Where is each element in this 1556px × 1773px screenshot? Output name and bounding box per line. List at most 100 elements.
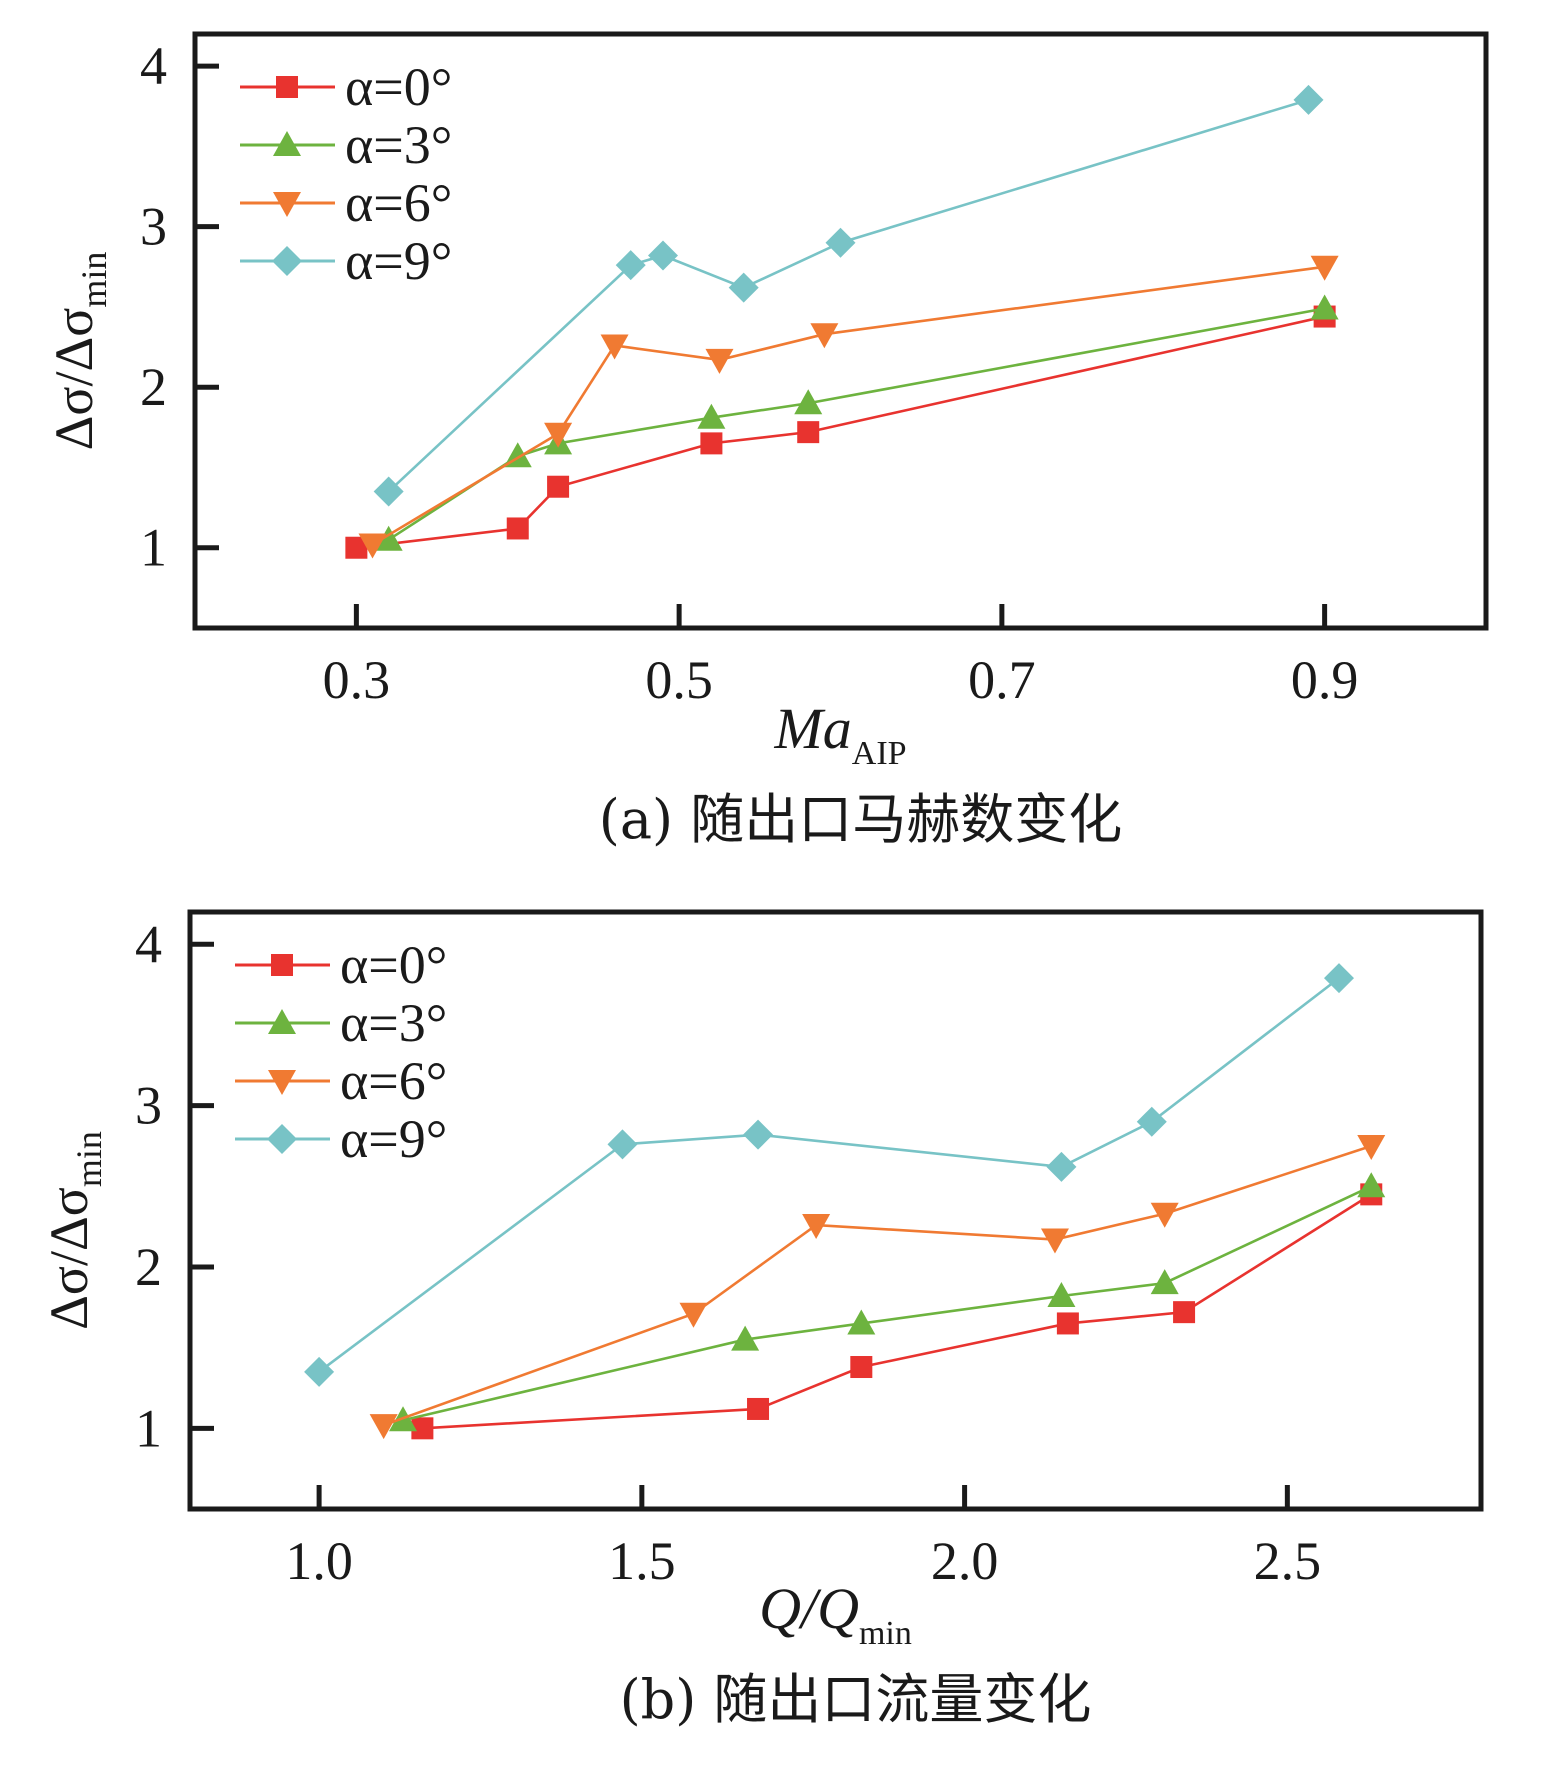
data-point-triangle-down	[705, 348, 734, 374]
y-axis-label: Δσ/Δσmin	[39, 1131, 109, 1330]
plot-frame	[192, 31, 1489, 631]
chart-a: 1 2 3 4 0.3 0.5 0.7 0.9 Δσ/Δσmin MaAIP (a) 随出口马赫数变…	[44, 31, 1489, 851]
x-axis-label-subscript: AIP	[852, 735, 907, 772]
x-axis-label-main: Ma	[773, 696, 851, 761]
y-tick-label: 1	[140, 518, 167, 578]
series-line	[387, 307, 1325, 541]
y-tick-label: 3	[140, 197, 167, 257]
data-point-square	[797, 421, 820, 444]
data-point-triangle-up	[1357, 1172, 1386, 1198]
chart-caption: (b) 随出口流量变化	[620, 1668, 1092, 1731]
x-tick-label: 2.0	[931, 1531, 999, 1591]
chart-caption: (a) 随出口马赫数变化	[599, 788, 1123, 851]
data-point-square	[700, 432, 723, 455]
series-line	[318, 977, 1340, 1373]
legend-entry: α=3°	[235, 993, 447, 1053]
data-point-square	[1173, 1301, 1196, 1324]
data-point-diamond	[1046, 1151, 1077, 1182]
data-point-diamond	[647, 240, 678, 271]
legend-label: α=0°	[345, 57, 452, 117]
data-point-triangle-down	[358, 533, 387, 559]
series-line	[383, 1144, 1372, 1427]
data-point-square	[850, 1356, 873, 1379]
y-axis-label-subscript: min	[74, 252, 114, 308]
data-point-triangle-down	[802, 1214, 831, 1240]
y-tick-label: 3	[135, 1076, 162, 1136]
legend-label: α=6°	[345, 173, 452, 233]
legend-marker-square	[276, 76, 298, 98]
y-axis-label: Δσ/Δσmin	[44, 252, 114, 451]
data-point-triangle-up	[1047, 1282, 1076, 1308]
x-axis-label-subscript: min	[859, 1615, 912, 1652]
y-tick-label: 2	[135, 1237, 162, 1297]
data-point-triangle-up	[374, 525, 403, 551]
data-point-square	[547, 475, 570, 498]
data-point-triangle-up	[1150, 1269, 1179, 1295]
data-point-square	[411, 1417, 434, 1440]
x-tick-label: 0.7	[968, 650, 1036, 710]
legend-label: α=9°	[345, 231, 452, 291]
y-tick-label: 1	[135, 1398, 162, 1458]
series-line	[422, 1193, 1372, 1430]
data-point-diamond	[825, 227, 856, 258]
data-point-diamond	[304, 1356, 335, 1387]
x-tick-label: 0.5	[645, 650, 713, 710]
series-triangle-up	[389, 1172, 1386, 1432]
series-diamond	[304, 963, 1354, 1387]
legend-marker-triangle-up	[273, 131, 301, 156]
data-point-triangle-up	[847, 1309, 876, 1335]
data-point-triangle-down	[369, 1414, 398, 1440]
series-triangle-down	[358, 255, 1339, 559]
series-line	[387, 98, 1309, 493]
data-point-diamond	[1136, 1106, 1167, 1137]
data-point-square	[345, 536, 368, 559]
series-square	[411, 1183, 1383, 1440]
x-axis-label: MaAIP	[773, 696, 906, 772]
legend-entry: α=0°	[240, 57, 452, 117]
x-tick-label: 0.3	[323, 650, 391, 710]
data-point-square	[747, 1397, 770, 1420]
data-point-triangle-down	[810, 323, 839, 349]
legend-marker-diamond	[267, 1124, 297, 1154]
data-point-triangle-up	[1310, 294, 1339, 320]
data-point-triangle-down	[679, 1302, 708, 1328]
data-point-diamond	[1293, 84, 1324, 115]
legend-label: α=6°	[340, 1051, 447, 1111]
y-tick-label: 2	[140, 357, 167, 417]
series-line	[356, 315, 1325, 550]
plot-frame	[187, 909, 1484, 1512]
x-tick-label: 1.0	[285, 1531, 353, 1591]
legend-entry: α=6°	[240, 173, 452, 233]
y-axis-label-main: Δσ/Δσ	[39, 1187, 99, 1330]
data-point-diamond	[607, 1129, 638, 1160]
legend-marker-diamond	[272, 246, 302, 276]
legend-label: α=0°	[340, 935, 447, 995]
legend-marker-triangle-up	[268, 1009, 296, 1034]
x-axis-label-main: Q/Q	[759, 1576, 859, 1641]
legend-label: α=9°	[340, 1109, 447, 1169]
y-axis-label-main: Δσ/Δσ	[44, 308, 104, 451]
legend-entry: α=3°	[240, 115, 452, 175]
legend-entry: α=6°	[235, 1051, 447, 1111]
legend-entry: α=0°	[235, 935, 447, 995]
legend-entry: α=9°	[235, 1109, 447, 1169]
data-point-triangle-up	[794, 389, 823, 415]
legend-label: α=3°	[340, 993, 447, 1053]
data-point-square	[506, 517, 529, 540]
data-point-triangle-down	[1310, 255, 1339, 281]
series-square	[345, 305, 1336, 559]
data-point-triangle-down	[600, 334, 629, 360]
data-point-triangle-down	[1357, 1134, 1386, 1160]
data-point-diamond	[615, 250, 646, 281]
series-diamond	[373, 84, 1324, 507]
legend-entry: α=9°	[240, 231, 452, 291]
data-point-diamond	[373, 476, 404, 507]
legend-label: α=3°	[345, 115, 452, 175]
data-point-triangle-down	[1040, 1228, 1069, 1254]
series-line	[371, 265, 1325, 546]
y-tick-label: 4	[135, 914, 162, 974]
x-tick-label: 2.5	[1254, 1531, 1322, 1591]
data-point-diamond	[743, 1119, 774, 1150]
x-tick-label: 0.9	[1291, 650, 1359, 710]
